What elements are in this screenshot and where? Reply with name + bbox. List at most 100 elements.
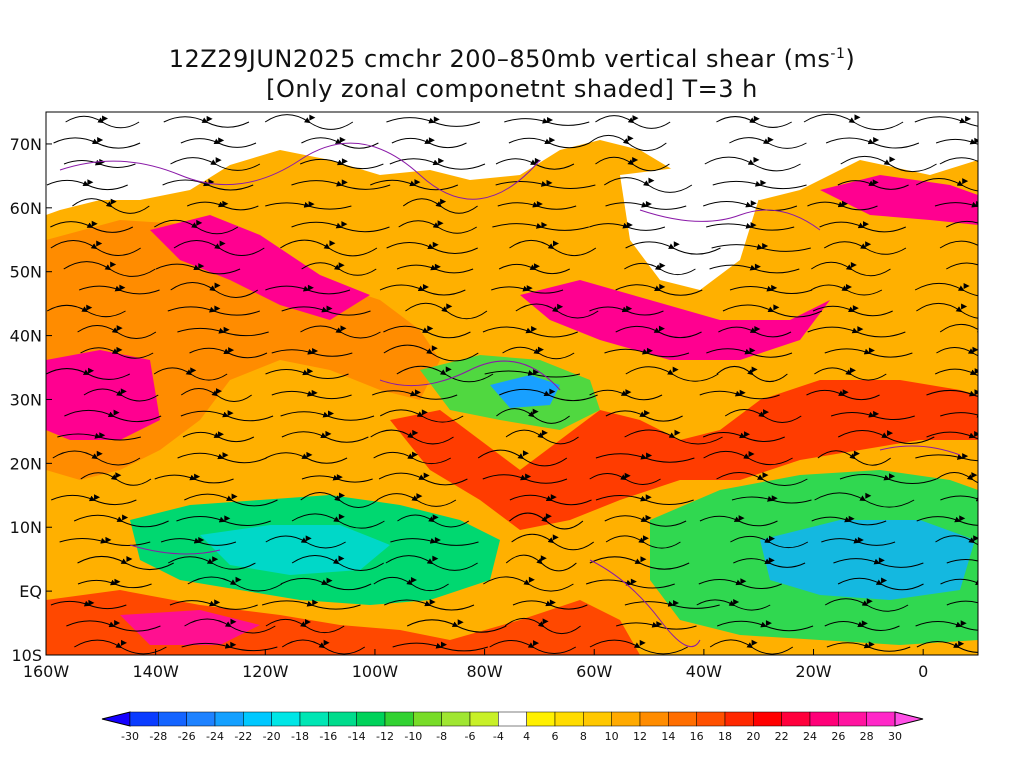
- colorbar-cell: [384, 711, 414, 727]
- streamline: [398, 220, 477, 234]
- streamline-arrow: [881, 577, 888, 584]
- streamline-arrow: [754, 263, 761, 270]
- streamline-arrow: [644, 409, 651, 416]
- streamline-arrow: [533, 640, 540, 647]
- streamline: [823, 241, 907, 255]
- streamline-arrow: [659, 283, 666, 290]
- streamline-arrow: [114, 578, 121, 585]
- colorbar-label: -6: [465, 730, 476, 743]
- streamline: [57, 433, 142, 441]
- streamline-arrow: [87, 179, 94, 186]
- streamline-arrow: [646, 347, 653, 354]
- streamline: [729, 285, 813, 295]
- streamline: [162, 179, 254, 191]
- streamline: [588, 134, 667, 152]
- streamline: [702, 431, 785, 443]
- streamline: [177, 452, 267, 464]
- streamline-arrow: [751, 366, 758, 373]
- streamline: [717, 620, 814, 632]
- streamline-arrow: [533, 263, 540, 270]
- streamline-arrow: [414, 179, 421, 186]
- streamline-arrow: [645, 494, 652, 501]
- streamline-arrow: [215, 388, 222, 395]
- streamline-arrow: [842, 389, 849, 396]
- streamline-arrow: [754, 326, 761, 333]
- streamline-arrow: [865, 241, 872, 248]
- streamline: [509, 494, 592, 506]
- magenta-pacific-sw: [46, 350, 160, 440]
- streamline: [373, 451, 452, 465]
- streamline-arrow: [771, 495, 778, 502]
- streamline-arrow: [338, 555, 345, 562]
- streamline: [509, 239, 597, 257]
- streamline-arrow: [533, 369, 540, 376]
- streamline: [370, 179, 459, 191]
- streamline: [730, 535, 809, 549]
- streamline-arrow: [432, 514, 439, 521]
- southern-magenta-band: [120, 610, 260, 645]
- streamline-arrow: [96, 240, 103, 247]
- streamline: [803, 113, 904, 131]
- streamline-arrow: [336, 474, 343, 481]
- streamline-arrow: [632, 115, 639, 122]
- colorbar-label: -28: [149, 730, 167, 743]
- streamline: [59, 537, 151, 547]
- streamline: [281, 306, 371, 316]
- streamline: [916, 516, 978, 526]
- streamline-arrow: [768, 557, 775, 564]
- streamline-arrow: [531, 326, 538, 333]
- streamline-arrow: [974, 389, 978, 396]
- streamline: [716, 116, 792, 128]
- colorbar-label: -10: [404, 730, 422, 743]
- streamline-arrow: [86, 304, 93, 311]
- latitude-axis: 70N 60N 50N 40N 30N 20N 10N EQ 10S: [10, 135, 52, 665]
- streamline-arrow: [218, 137, 225, 144]
- colorbar-label: 24: [803, 730, 817, 743]
- white-area-greenland: [620, 165, 760, 290]
- streamline: [946, 262, 978, 270]
- streamline-arrow: [849, 367, 856, 374]
- streamline: [814, 492, 915, 508]
- streamline: [926, 389, 978, 397]
- streamline: [940, 495, 978, 502]
- streamline-arrow: [541, 221, 548, 228]
- streamline-arrow: [763, 409, 770, 416]
- lon-tick-label: 140W: [132, 662, 179, 681]
- streamline: [265, 202, 352, 210]
- streamline-arrow: [976, 200, 978, 207]
- streamline: [392, 642, 489, 652]
- streamline-arrow: [194, 473, 201, 480]
- streamline: [50, 240, 141, 256]
- colorbar-label: 14: [661, 730, 675, 743]
- streamline: [184, 493, 278, 507]
- streamline: [595, 494, 694, 506]
- streamline: [180, 387, 252, 403]
- streamline-arrow: [557, 303, 564, 310]
- streamline-arrow: [214, 305, 221, 312]
- streamline: [711, 244, 811, 252]
- streamline-arrow: [309, 114, 316, 121]
- streamline-arrow: [312, 599, 319, 606]
- streamline: [916, 302, 978, 319]
- colorbar-cell: [696, 711, 726, 727]
- streamline: [378, 472, 468, 486]
- streamline-arrow: [962, 453, 969, 460]
- streamline-arrow: [552, 240, 559, 247]
- streamline: [914, 282, 978, 297]
- streamline-arrow: [119, 284, 126, 291]
- colorbar-label: 10: [605, 730, 619, 743]
- streamline: [709, 639, 794, 655]
- streamline-arrow: [434, 263, 441, 270]
- streamline: [824, 348, 913, 358]
- streamline: [265, 535, 346, 549]
- streamline: [483, 576, 574, 592]
- chart-title-line1: 12Z29JUN2025 cmchr 200–850mb vertical sh…: [168, 45, 856, 73]
- streamline: [385, 555, 478, 571]
- streamline-arrow: [441, 641, 448, 648]
- streamline: [585, 579, 675, 589]
- streamline-arrow: [744, 431, 751, 438]
- streamline-arrow: [88, 599, 95, 606]
- shading-layer: [46, 112, 978, 655]
- streamline: [595, 156, 670, 172]
- streamline: [77, 555, 174, 571]
